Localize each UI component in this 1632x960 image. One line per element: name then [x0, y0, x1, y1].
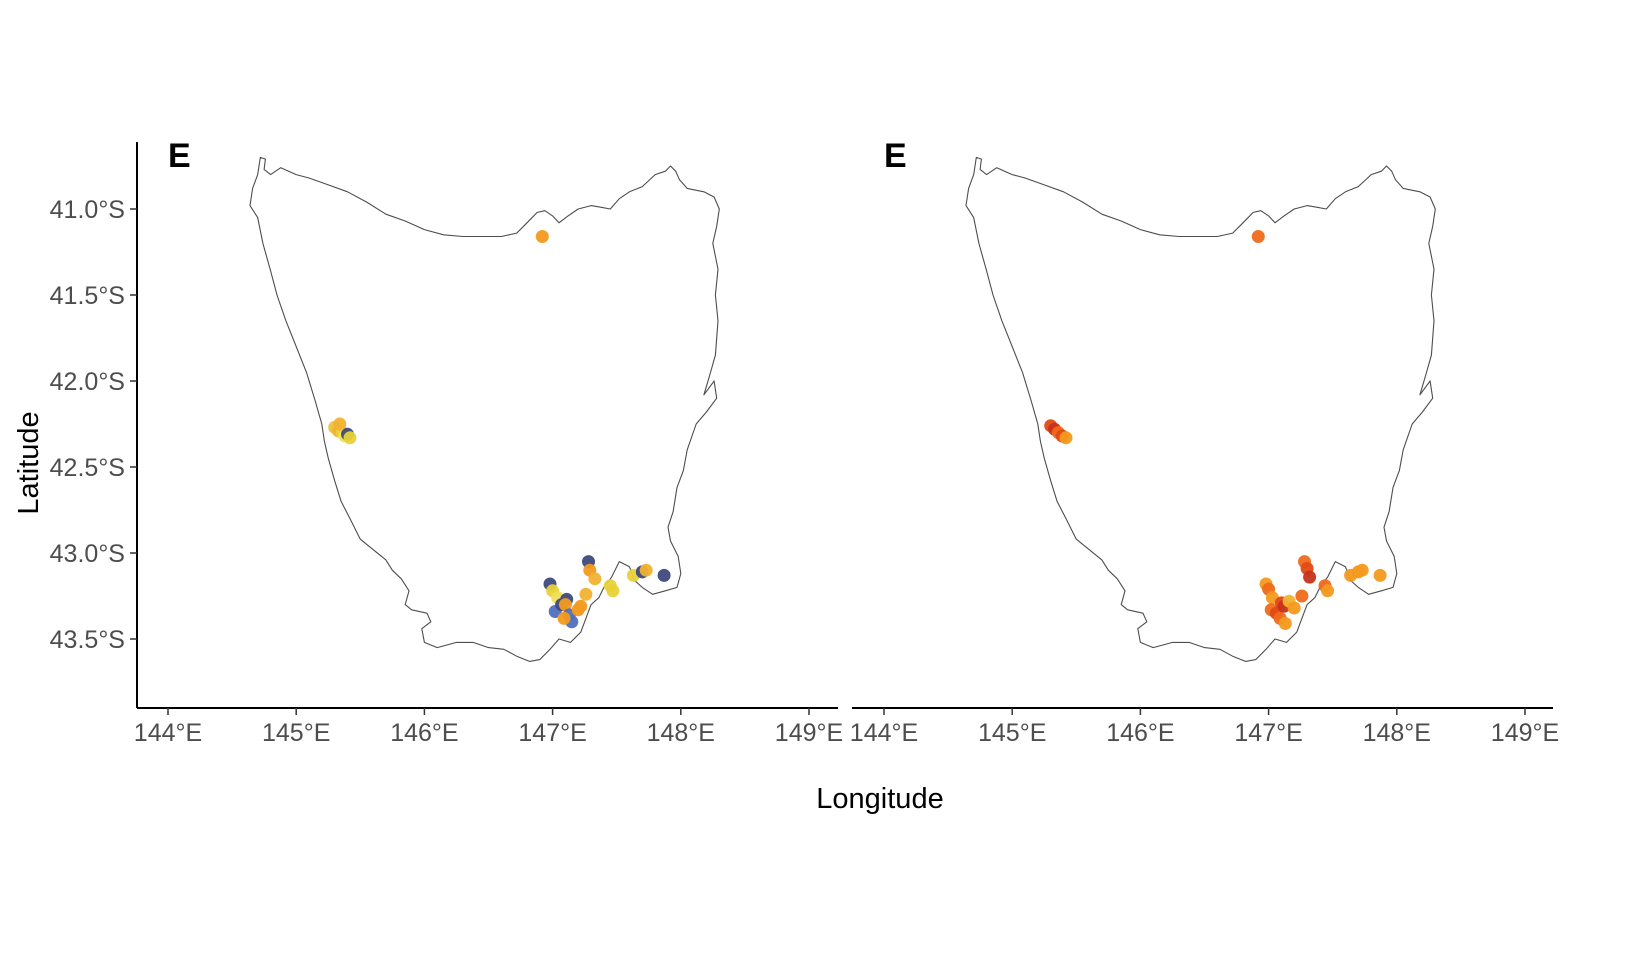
- occurrence-point: [558, 598, 572, 612]
- occurrence-point: [1278, 617, 1292, 630]
- occurrence-point: [1303, 570, 1317, 584]
- occurrence-point: [1251, 230, 1265, 243]
- x-tick-label: 145°E: [262, 719, 330, 747]
- x-tick-label: 144°E: [850, 719, 918, 747]
- x-tick-label: 149°E: [1491, 719, 1559, 747]
- x-tick-label: 146°E: [390, 719, 458, 747]
- x-tick-label: 144°E: [134, 719, 202, 747]
- occurrence-point: [657, 568, 671, 582]
- x-axis-title: Longitude: [816, 783, 943, 815]
- occurrence-point: [639, 563, 653, 577]
- y-tick-label: 41.0°S: [50, 196, 125, 224]
- x-tick-label: 148°E: [647, 719, 715, 747]
- occurrence-point: [606, 584, 620, 598]
- x-tick-label: 146°E: [1106, 719, 1174, 747]
- occurrence-point: [588, 572, 602, 586]
- occurrence-point: [333, 417, 347, 431]
- y-tick-label: 42.5°S: [50, 454, 125, 482]
- coastline-outline: [249, 156, 720, 662]
- x-tick-label: 145°E: [978, 719, 1046, 747]
- occurrence-point: [1355, 563, 1369, 577]
- occurrence-point: [1373, 568, 1387, 582]
- occurrence-point: [1295, 589, 1309, 603]
- right-map-panel: 144°E 145°E 146°E 147°E 148°E 149°E E: [850, 137, 1559, 747]
- occurrence-point: [1059, 431, 1073, 445]
- occurrence-point: [557, 611, 571, 625]
- x-tick-label: 149°E: [775, 719, 843, 747]
- coastline-outline: [965, 156, 1436, 662]
- occurrence-point: [574, 599, 588, 613]
- left-map-panel: 144°E 145°E 146°E 147°E 148°E 149°E 41.0°S 41.5…: [50, 137, 844, 747]
- occurrence-point: [343, 431, 357, 445]
- y-tick-label: 42.0°S: [50, 368, 125, 396]
- x-tick-label: 147°E: [518, 719, 586, 747]
- occurrence-point: [1321, 584, 1335, 598]
- occurrence-point: [1287, 601, 1301, 615]
- x-tick-label: 148°E: [1363, 719, 1431, 747]
- panel-tag: E: [884, 137, 907, 175]
- x-tick-label: 147°E: [1234, 719, 1302, 747]
- y-tick-label: 43.5°S: [50, 626, 125, 654]
- occurrence-point: [535, 230, 549, 243]
- y-tick-label: 43.0°S: [50, 540, 125, 568]
- occurrence-point: [579, 587, 593, 601]
- y-tick-label: 41.5°S: [50, 282, 125, 310]
- y-axis-title: Latitude: [13, 411, 45, 514]
- panel-tag: E: [168, 137, 191, 175]
